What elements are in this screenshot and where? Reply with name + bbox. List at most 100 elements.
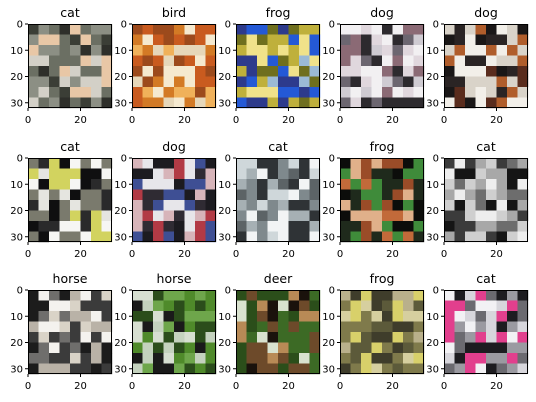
image-pixel-block — [246, 200, 258, 211]
image-pixel-block — [195, 24, 206, 35]
image-pixel-block — [246, 76, 258, 88]
image-pixel-block — [340, 300, 351, 312]
image-pixel-block — [153, 363, 164, 375]
image-pixel-block — [163, 342, 175, 354]
image-pixel-block — [340, 290, 351, 301]
x-tick-label: 20 — [282, 381, 295, 392]
image-pixel-block — [361, 231, 372, 243]
image-pixel-block — [309, 76, 321, 88]
subplot-title: deer — [264, 271, 293, 286]
image-pixel-block — [153, 311, 164, 322]
image-pixel-block — [403, 189, 414, 201]
image-pixel-block — [205, 87, 217, 98]
x-tick-label: 20 — [178, 115, 191, 126]
image-pixel-block — [278, 179, 289, 190]
image-pixel-block — [153, 221, 164, 232]
image-pixel-block — [49, 210, 60, 222]
image-pixel-block — [38, 221, 50, 232]
image-pixel-block — [142, 221, 154, 232]
image-pixel-block — [257, 87, 268, 98]
image-pixel-block — [350, 300, 362, 312]
image-pixel-block — [413, 363, 425, 375]
image-pixel-block — [49, 221, 60, 232]
image-pixel-block — [195, 311, 206, 322]
image-pixel-block — [28, 66, 39, 77]
image-pixel-block — [413, 66, 425, 77]
image-pixel-block — [382, 231, 393, 243]
image-pixel-block — [236, 45, 247, 56]
image-pixel-block — [454, 332, 466, 343]
image-pixel-block — [184, 321, 196, 333]
y-tick-label: 10 — [114, 180, 127, 191]
image-pixel-block — [496, 189, 508, 201]
axes-frame — [444, 290, 528, 374]
image-pixel-block — [142, 34, 154, 46]
image-pixel-block — [361, 300, 372, 312]
subplot-image — [340, 290, 425, 375]
image-pixel-block — [91, 300, 102, 312]
image-pixel-block — [28, 221, 39, 232]
image-pixel-block — [91, 321, 102, 333]
image-pixel-block — [246, 189, 258, 201]
image-pixel-block — [403, 221, 414, 232]
image-pixel-block — [299, 210, 310, 222]
image-pixel-block — [475, 189, 487, 201]
image-pixel-block — [517, 221, 529, 232]
image-pixel-block — [496, 76, 508, 88]
image-pixel-block — [38, 353, 50, 364]
image-pixel-block — [403, 363, 414, 375]
image-pixel-block — [236, 24, 247, 35]
image-pixel-block — [184, 290, 196, 301]
image-pixel-block — [517, 290, 529, 301]
image-pixel-block — [267, 221, 279, 232]
image-pixel-block — [340, 221, 351, 232]
image-pixel-block — [80, 210, 92, 222]
image-pixel-block — [350, 76, 362, 88]
image-pixel-block — [195, 168, 206, 180]
image-pixel-block — [392, 24, 404, 35]
image-pixel-block — [205, 210, 217, 222]
image-pixel-block — [184, 179, 196, 190]
image-pixel-block — [132, 210, 143, 222]
image-pixel-block — [28, 34, 39, 46]
image-pixel-block — [350, 311, 362, 322]
image-pixel-block — [132, 221, 143, 232]
image-pixel-block — [288, 342, 300, 354]
image-pixel-block — [507, 221, 518, 232]
image-pixel-block — [38, 76, 50, 88]
image-pixel-block — [486, 231, 497, 243]
image-pixel-block — [454, 66, 466, 77]
subplot-image — [444, 24, 529, 109]
image-pixel-block — [340, 353, 351, 364]
image-pixel-block — [59, 332, 71, 343]
image-pixel-block — [257, 221, 268, 232]
image-pixel-block — [507, 311, 518, 322]
image-pixel-block — [309, 179, 321, 190]
image-pixel-block — [70, 87, 81, 98]
image-pixel-block — [59, 66, 71, 77]
image-pixel-block — [257, 55, 268, 67]
image-pixel-block — [486, 353, 497, 364]
image-pixel-block — [132, 189, 143, 201]
image-pixel-block — [49, 45, 60, 56]
image-pixel-block — [205, 363, 217, 375]
x-tick-label: 20 — [490, 115, 503, 126]
image-pixel-block — [142, 55, 154, 67]
image-pixel-block — [382, 363, 393, 375]
image-pixel-block — [392, 353, 404, 364]
image-pixel-block — [361, 55, 372, 67]
image-pixel-block — [309, 342, 321, 354]
x-tick-label: 20 — [178, 249, 191, 260]
image-pixel-block — [413, 189, 425, 201]
image-pixel-block — [132, 66, 143, 77]
image-pixel-block — [91, 168, 102, 180]
y-tick-label: 10 — [114, 46, 127, 57]
image-pixel-block — [507, 353, 518, 364]
image-pixel-block — [80, 24, 92, 35]
image-pixel-block — [507, 24, 518, 35]
image-pixel-block — [507, 76, 518, 88]
image-pixel-block — [38, 210, 50, 222]
image-pixel-block — [70, 210, 81, 222]
